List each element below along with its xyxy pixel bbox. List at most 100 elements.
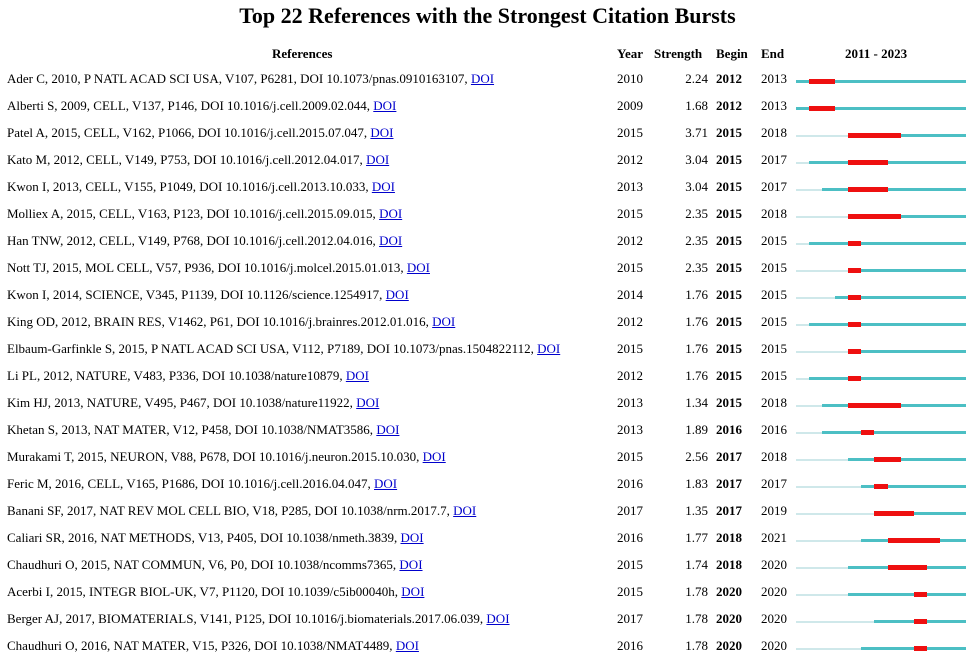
strength-cell: 1.68	[685, 98, 708, 113]
burst-timeline	[796, 581, 966, 608]
reference-text: Elbaum-Garfinkle S, 2015, P NATL ACAD SC…	[7, 341, 560, 357]
strength-cell: 1.76	[685, 368, 708, 383]
year-cell: 2012	[617, 368, 643, 383]
burst-segment	[848, 295, 862, 300]
reference-citation: Chaudhuri O, 2016, NAT MATER, V15, P326,…	[7, 638, 396, 653]
pre-publication-segment	[796, 513, 875, 515]
strength-cell: 1.89	[685, 422, 708, 437]
reference-text: Khetan S, 2013, NAT MATER, V12, P458, DO…	[7, 422, 399, 438]
year-cell: 2015	[617, 125, 643, 140]
table-row: Banani SF, 2017, NAT REV MOL CELL BIO, V…	[0, 500, 975, 527]
burst-segment	[874, 511, 914, 516]
strength-header: Strength	[654, 46, 703, 61]
reference-text: Molliex A, 2015, CELL, V163, P123, DOI 1…	[7, 206, 402, 222]
burst-segment	[809, 106, 836, 111]
burst-segment	[848, 403, 901, 408]
table-row: Kwon I, 2014, SCIENCE, V345, P1139, DOI …	[0, 284, 975, 311]
references-header: References	[272, 46, 333, 61]
doi-link[interactable]: DOI	[356, 395, 380, 410]
burst-timeline	[796, 149, 966, 176]
table-row: Nott TJ, 2015, MOL CELL, V57, P936, DOI …	[0, 257, 975, 284]
reference-citation: Caliari SR, 2016, NAT METHODS, V13, P405…	[7, 530, 401, 545]
reference-text: Kato M, 2012, CELL, V149, P753, DOI 10.1…	[7, 152, 389, 168]
strength-cell: 1.83	[685, 476, 708, 491]
doi-link[interactable]: DOI	[373, 98, 397, 113]
doi-link[interactable]: DOI	[399, 557, 423, 572]
doi-link[interactable]: DOI	[453, 503, 477, 518]
end-cell: 2016	[761, 422, 787, 437]
active-period-segment	[809, 161, 966, 164]
reference-citation: Han TNW, 2012, CELL, V149, P768, DOI 10.…	[7, 233, 380, 248]
year-cell: 2015	[617, 449, 643, 464]
table-row: Chaudhuri O, 2015, NAT COMMUN, V6, P0, D…	[0, 554, 975, 581]
begin-cell: 2017	[716, 449, 742, 464]
pre-publication-segment	[796, 567, 849, 569]
reference-citation: Kwon I, 2014, SCIENCE, V345, P1139, DOI …	[7, 287, 386, 302]
table-row: Berger AJ, 2017, BIOMATERIALS, V141, P12…	[0, 608, 975, 635]
reference-text: Banani SF, 2017, NAT REV MOL CELL BIO, V…	[7, 503, 476, 519]
doi-link[interactable]: DOI	[432, 314, 456, 329]
strength-cell: 2.24	[685, 71, 708, 86]
burst-timeline	[796, 95, 966, 122]
pre-publication-segment	[796, 594, 849, 596]
doi-link[interactable]: DOI	[379, 206, 403, 221]
year-cell: 2017	[617, 503, 643, 518]
doi-link[interactable]: DOI	[376, 422, 400, 437]
active-period-segment	[822, 431, 966, 434]
end-header: End	[761, 46, 785, 61]
doi-link[interactable]: DOI	[422, 449, 446, 464]
doi-link[interactable]: DOI	[401, 584, 425, 599]
year-cell: 2015	[617, 206, 643, 221]
doi-link[interactable]: DOI	[371, 179, 395, 194]
active-period-segment	[848, 593, 966, 596]
doi-link[interactable]: DOI	[345, 368, 369, 383]
end-cell: 2020	[761, 557, 787, 572]
active-period-segment	[796, 107, 966, 110]
year-cell: 2016	[617, 476, 643, 491]
reference-text: Li PL, 2012, NATURE, V483, P336, DOI 10.…	[7, 368, 369, 384]
strength-cell: 3.04	[685, 152, 708, 167]
active-period-segment	[848, 269, 966, 272]
doi-link[interactable]: DOI	[370, 125, 394, 140]
active-period-segment	[848, 134, 966, 137]
burst-segment	[874, 484, 888, 489]
reference-text: Alberti S, 2009, CELL, V137, P146, DOI 1…	[7, 98, 396, 114]
doi-link[interactable]: DOI	[406, 260, 430, 275]
pre-publication-segment	[796, 162, 810, 164]
end-cell: 2015	[761, 368, 787, 383]
reference-citation: Ader C, 2010, P NATL ACAD SCI USA, V107,…	[7, 71, 471, 86]
table-row: Kato M, 2012, CELL, V149, P753, DOI 10.1…	[0, 149, 975, 176]
reference-citation: Elbaum-Garfinkle S, 2015, P NATL ACAD SC…	[7, 341, 538, 356]
table-row: Murakami T, 2015, NEURON, V88, P678, DOI…	[0, 446, 975, 473]
table-row: Molliex A, 2015, CELL, V163, P123, DOI 1…	[0, 203, 975, 230]
reference-citation: Kwon I, 2013, CELL, V155, P1049, DOI 10.…	[7, 179, 372, 194]
strength-cell: 2.35	[685, 233, 708, 248]
burst-timeline	[796, 176, 966, 203]
active-period-segment	[835, 296, 966, 299]
doi-link[interactable]: DOI	[486, 611, 510, 626]
doi-link[interactable]: DOI	[470, 71, 495, 86]
doi-link[interactable]: DOI	[400, 530, 424, 545]
begin-header: Begin	[716, 46, 748, 61]
year-header: Year	[617, 46, 643, 61]
burst-segment	[848, 187, 888, 192]
doi-link[interactable]: DOI	[537, 341, 561, 356]
pre-publication-segment	[796, 432, 823, 434]
doi-link[interactable]: DOI	[379, 233, 403, 248]
burst-timeline	[796, 122, 966, 149]
table-row: Kim HJ, 2013, NATURE, V495, P467, DOI 10…	[0, 392, 975, 419]
year-cell: 2016	[617, 638, 643, 653]
strength-cell: 1.76	[685, 314, 708, 329]
doi-link[interactable]: DOI	[395, 638, 419, 653]
doi-link[interactable]: DOI	[385, 287, 409, 302]
doi-link[interactable]: DOI	[374, 476, 398, 491]
doi-link[interactable]: DOI	[366, 152, 390, 167]
active-period-segment	[848, 350, 966, 353]
strength-cell: 3.71	[685, 125, 708, 140]
end-cell: 2017	[761, 152, 787, 167]
reference-citation: Acerbi I, 2015, INTEGR BIOL-UK, V7, P112…	[7, 584, 402, 599]
reference-text: Chaudhuri O, 2015, NAT COMMUN, V6, P0, D…	[7, 557, 423, 573]
reference-citation: Kato M, 2012, CELL, V149, P753, DOI 10.1…	[7, 152, 367, 167]
year-cell: 2015	[617, 260, 643, 275]
